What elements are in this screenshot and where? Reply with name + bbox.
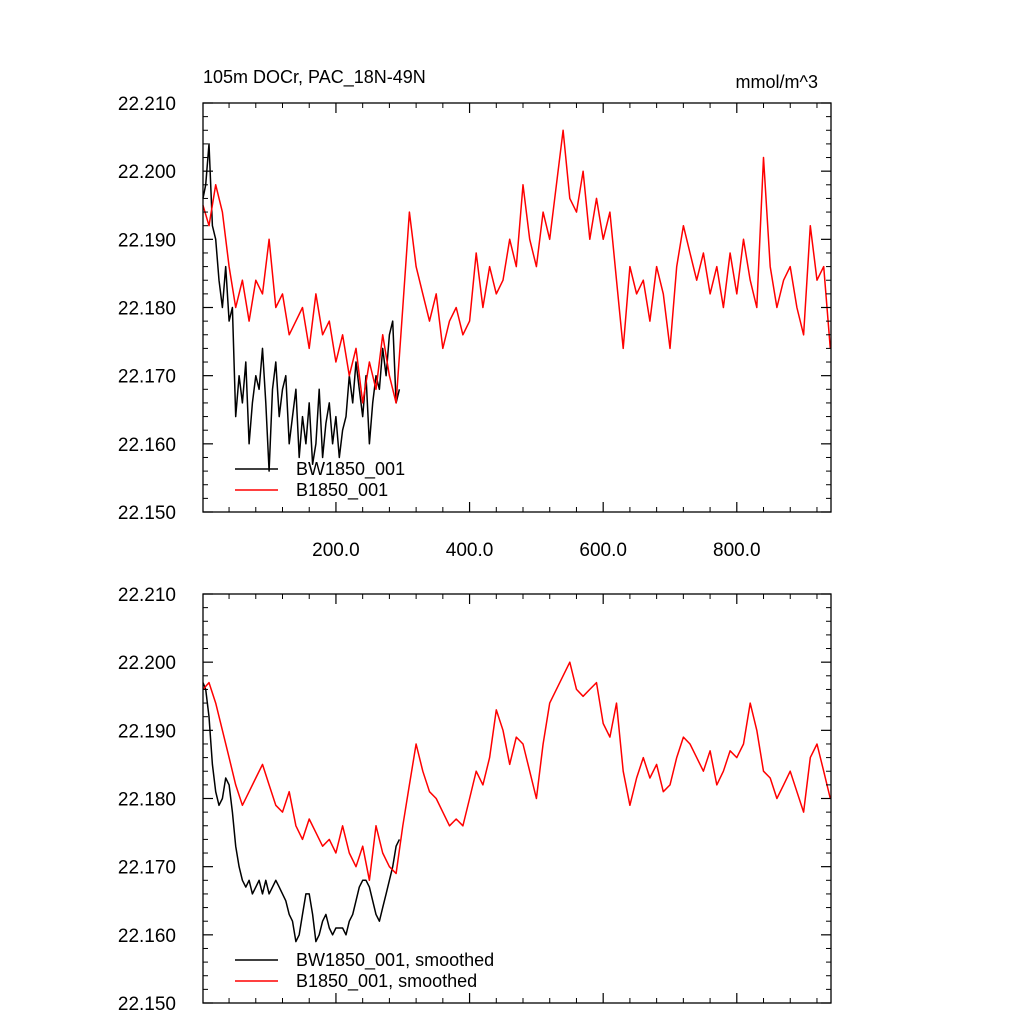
y-tick-label: 22.150 <box>118 994 176 1015</box>
legend-label-1: B1850_001, smoothed <box>296 971 477 992</box>
top-panel: 105m DOCr, PAC_18N-49N mmol/m^3 22.15022… <box>118 67 832 561</box>
y-tick-label: 22.210 <box>118 585 176 606</box>
x-tick-label: 600.0 <box>579 540 627 561</box>
y-tick-label: 22.180 <box>118 790 176 811</box>
y-tick-label: 22.210 <box>118 94 176 115</box>
y-tick-label: 22.200 <box>118 162 176 183</box>
series-layer <box>202 661 832 943</box>
series-layer <box>202 129 832 472</box>
chart-title: 105m DOCr, PAC_18N-49N <box>203 67 426 88</box>
x-tick-label: 800.0 <box>713 540 761 561</box>
plot-frame <box>202 593 832 1004</box>
series-line-1 <box>202 129 832 404</box>
y-tick-label: 22.170 <box>118 858 176 879</box>
axes-layer: 22.150 22.160 22.170 22.180 22.190 22.200 22.2… <box>118 585 832 1015</box>
x-tick-label: 400.0 <box>446 540 494 561</box>
y-tick-label: 22.150 <box>118 503 176 524</box>
plot-frame <box>202 102 832 513</box>
legend-label-0: BW1850_001 <box>296 459 405 480</box>
legend-label-1: B1850_001 <box>296 480 388 501</box>
y-tick-label: 22.170 <box>118 367 176 388</box>
y-tick-label: 22.160 <box>118 926 176 947</box>
legend-label-0: BW1850_001, smoothed <box>296 950 494 971</box>
y-tick-label: 22.190 <box>118 721 176 742</box>
series-line-0 <box>202 682 401 943</box>
y-tick-label: 22.160 <box>118 435 176 456</box>
series-line-0 <box>202 143 401 472</box>
y-tick-label: 22.190 <box>118 230 176 251</box>
x-tick-label: 200.0 <box>312 540 360 561</box>
bottom-panel: 22.150 22.160 22.170 22.180 22.190 22.200 22.2… <box>118 585 832 1015</box>
axes-layer: 22.150 22.160 22.170 22.180 22.190 22.200 22.2… <box>118 94 832 561</box>
y-tick-label: 22.180 <box>118 299 176 320</box>
units-label: mmol/m^3 <box>736 72 818 92</box>
series-line-1 <box>202 661 832 882</box>
y-tick-label: 22.200 <box>118 653 176 674</box>
